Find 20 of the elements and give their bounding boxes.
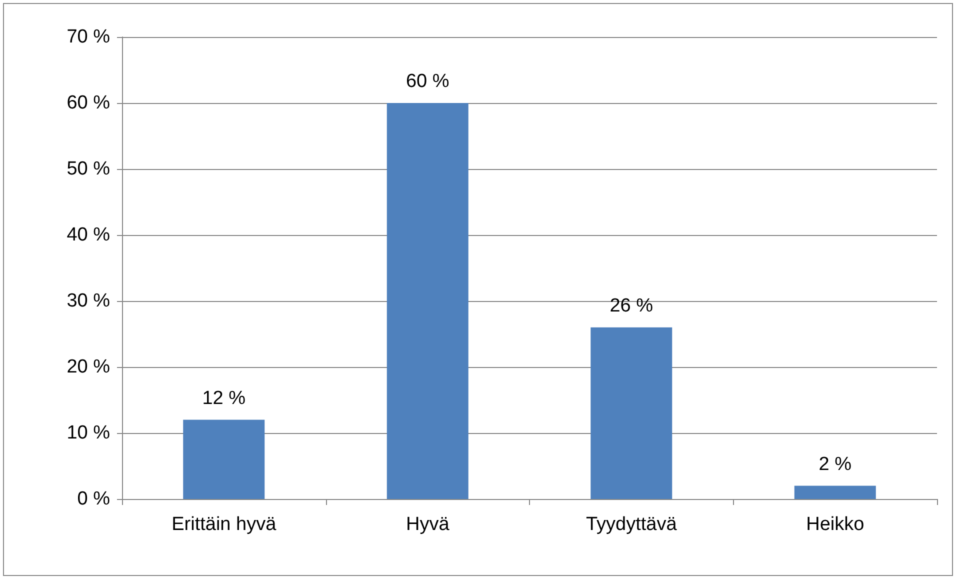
y-tick-label: 0 % xyxy=(77,488,110,510)
x-tick-label: Tyydyttävä xyxy=(586,514,678,535)
y-tick-label: 60 % xyxy=(66,92,110,114)
bar xyxy=(590,327,672,499)
y-tick-label: 40 % xyxy=(66,224,110,246)
y-tick-label: 20 % xyxy=(66,356,110,378)
bar xyxy=(794,486,876,499)
x-tick-label: Hyvä xyxy=(406,514,450,535)
y-tick-label: 30 % xyxy=(66,290,110,312)
data-label: 2 % xyxy=(818,454,852,475)
data-label: 26 % xyxy=(610,295,654,316)
x-tick-label: Erittäin hyvä xyxy=(172,514,277,535)
y-tick-label: 10 % xyxy=(66,422,110,444)
y-tick-label: 70 % xyxy=(66,26,110,48)
data-label: 60 % xyxy=(406,71,450,92)
bar xyxy=(386,103,468,499)
x-tick-label: Heikko xyxy=(806,514,864,535)
y-tick-label: 50 % xyxy=(66,158,110,180)
data-label: 12 % xyxy=(202,388,246,409)
bar xyxy=(183,420,265,499)
